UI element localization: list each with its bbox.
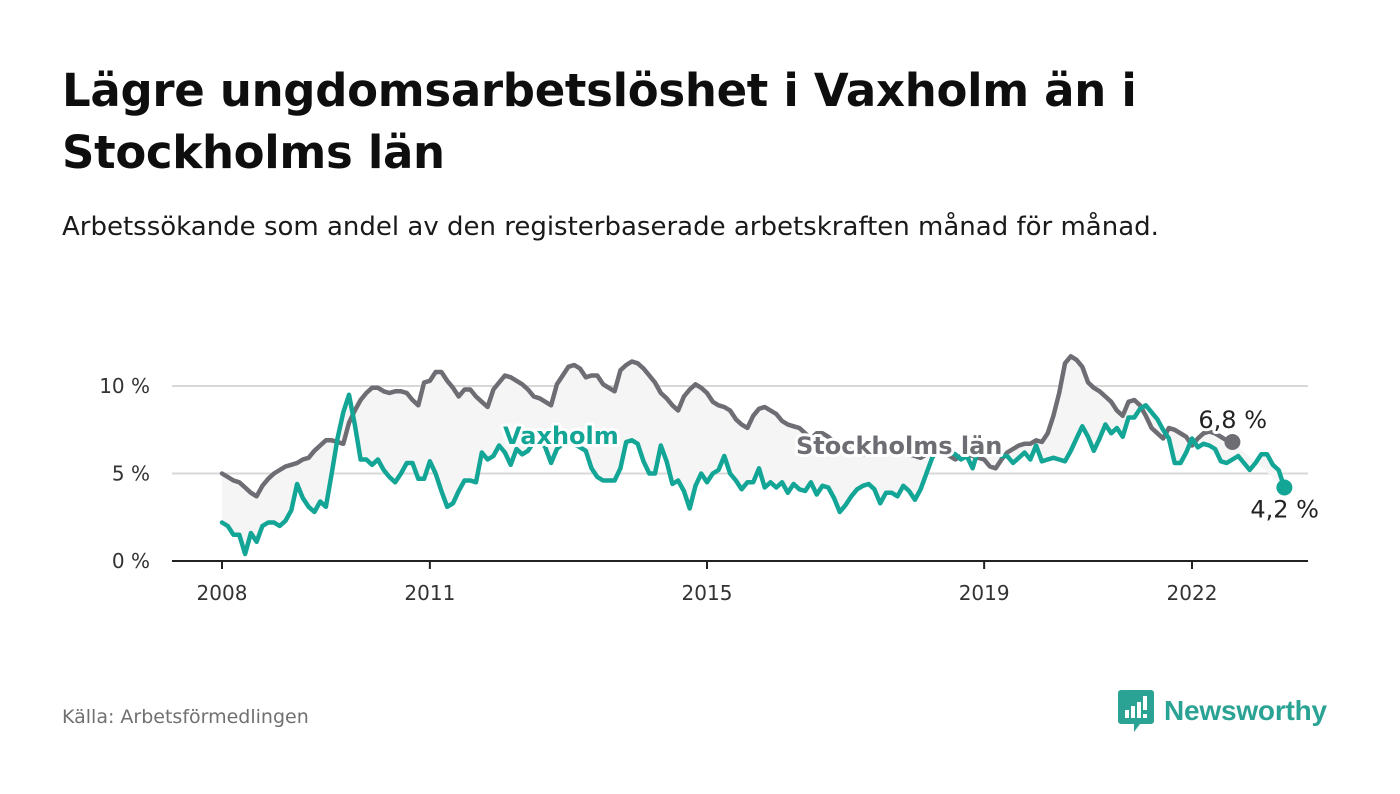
end-point-vaxholm	[1276, 479, 1293, 496]
series-line-stockholms-lan	[219, 354, 1235, 499]
y-tick-label: 5 %	[112, 462, 150, 486]
difference-band	[222, 356, 1285, 554]
brand-name: Newsworthy	[1164, 695, 1327, 726]
x-axis: 2008 2011 2015 2019 2022	[172, 560, 1308, 605]
x-tick-label: 2011	[404, 581, 455, 605]
y-tick-label: 10 %	[99, 374, 150, 398]
series-line-vaxholm	[219, 392, 1287, 557]
series-labels: Vaxholm Stockholms län 6,8 % 4,2 %	[500, 403, 1322, 527]
x-tick-label: 2019	[959, 581, 1010, 605]
series-label-vaxholm: Vaxholm	[503, 422, 619, 450]
x-tick-label: 2015	[682, 581, 733, 605]
y-tick-label: 0 %	[112, 549, 150, 573]
source-note: Källa: Arbetsförmedlingen	[62, 706, 309, 728]
series-lines	[219, 354, 1293, 557]
series-label-stockholms-lan: Stockholms län	[796, 432, 1002, 460]
x-tick-label: 2008	[197, 581, 248, 605]
newsworthy-logo-icon	[1118, 690, 1154, 732]
chart-title: Lägre ungdomsarbetslöshet i Vaxholm än i…	[62, 64, 1137, 179]
end-label-stockholms-lan: 6,8 %	[1198, 406, 1267, 434]
end-label-vaxholm: 4,2 %	[1250, 496, 1319, 524]
x-tick-label: 2022	[1167, 581, 1218, 605]
chart-subtitle: Arbetssökande som andel av den registerb…	[62, 212, 1159, 242]
newsworthy-logo[interactable]: Newsworthy	[1118, 690, 1327, 732]
end-point-stockholms-lan	[1224, 434, 1241, 450]
